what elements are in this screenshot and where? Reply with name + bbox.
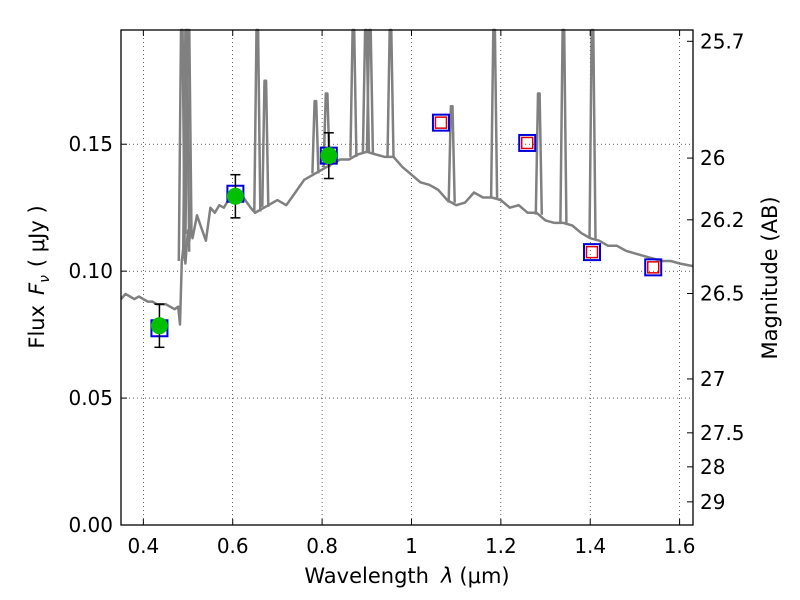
y2-tick-label: 29: [700, 490, 725, 514]
emission-line: [534, 92, 544, 215]
upper-limit-square: [646, 261, 660, 274]
y-tick-label: 0.15: [68, 132, 113, 156]
plot-background: [121, 30, 693, 525]
y-tick-label: 0.00: [68, 513, 113, 537]
emission-line: [447, 104, 456, 203]
emission-line: [261, 79, 270, 207]
y2-axis-label: Magnitude (AB): [758, 196, 782, 359]
x-tick-label: 0.6: [217, 534, 249, 558]
x-tick-label: 1.6: [664, 534, 696, 558]
upper-limit-square: [434, 116, 448, 129]
y2-tick-label: 26: [700, 146, 725, 170]
grid: [121, 30, 693, 525]
upper-limit-square: [520, 136, 534, 150]
x-axis-label: Wavelength λ (μm): [304, 564, 509, 588]
model-photometry-square: [644, 258, 663, 277]
model-photometry-square: [518, 133, 537, 152]
y2-tick-label: 27: [700, 367, 725, 391]
emission-line: [322, 92, 331, 168]
model-photometry-square: [431, 113, 450, 132]
x-tick-label: 0.8: [306, 534, 338, 558]
x-tick-label: 1.2: [485, 534, 517, 558]
model-photometry-square: [583, 243, 602, 262]
emission-line: [311, 99, 320, 174]
y2-tick-label: 26.2: [700, 208, 745, 232]
y2-tick-label: 28: [700, 455, 725, 479]
y2-tick-label: 27.5: [700, 421, 745, 445]
plot-frame: [120, 29, 694, 526]
x-tick-label: 0.4: [127, 534, 159, 558]
upper-limit-square: [585, 245, 599, 259]
y2-tick-label: 25.7: [700, 29, 745, 53]
observed-point: [320, 147, 338, 165]
y-tick-label: 0.10: [68, 259, 113, 283]
observed-point: [150, 317, 168, 335]
y2-tick-label: 26.5: [700, 281, 745, 305]
observed-point: [226, 187, 244, 205]
y-axis-label: FluxFν( μJy ): [25, 205, 53, 348]
x-tick-label: 1: [405, 534, 418, 558]
y-tick-label: 0.05: [68, 386, 113, 410]
ticks-layer: 0.4 0.6 0.8 1 1.2 1.4 1.6 0.00 0.05 0.10 0.15 25.7 2…: [68, 29, 744, 558]
markers-layer: [150, 113, 663, 349]
x-tick-label: 1.4: [574, 534, 606, 558]
